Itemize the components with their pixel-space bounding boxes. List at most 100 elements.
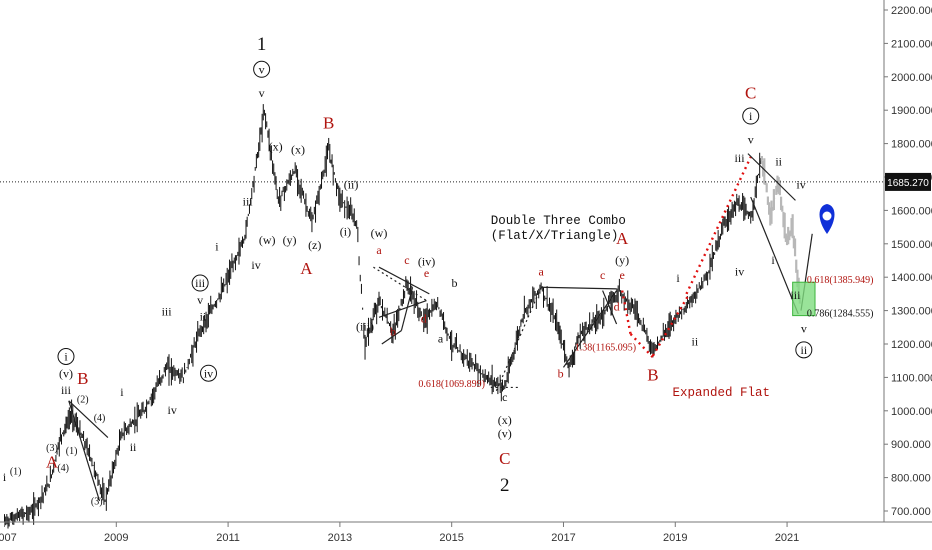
pattern-lines	[0, 153, 884, 502]
x-tick-label: 2017	[551, 532, 575, 544]
target-pin-icon	[819, 204, 835, 234]
wave-label: C	[499, 449, 510, 468]
y-tick-label: 2100.000	[891, 38, 932, 50]
wave-label: iv	[796, 178, 805, 192]
wave-label: v	[259, 62, 265, 76]
pattern-line	[602, 290, 618, 325]
wave-label: i	[120, 385, 124, 399]
pattern-line	[747, 153, 796, 201]
x-tick-label: 2009	[104, 532, 128, 544]
y-tick-label: 1400.000	[891, 272, 932, 284]
wave-label: (y)	[615, 253, 629, 267]
wave-label: (z)	[308, 238, 321, 252]
chart-annotation: Expanded Flat	[672, 386, 770, 400]
wave-label: B	[647, 366, 658, 385]
wave-label: iv	[204, 366, 213, 380]
x-tick-label: 2015	[439, 532, 463, 544]
wave-label: ii	[200, 310, 207, 324]
pattern-line	[750, 196, 799, 315]
y-tick-label: 700.000	[891, 506, 931, 518]
pattern-line	[495, 286, 542, 391]
y-tick-label: 1100.000	[891, 372, 932, 384]
pattern-line	[381, 330, 402, 345]
y-tick-label: 1000.000	[891, 406, 932, 418]
wave-label: ii	[800, 343, 807, 357]
wave-label: (w)	[371, 226, 388, 240]
wave-label: v	[801, 321, 807, 335]
wave-circle	[795, 341, 813, 359]
wave-label: 0.618(1385.949)	[807, 275, 874, 286]
wave-label: (v)	[498, 427, 512, 441]
wave-label: d	[421, 311, 427, 325]
wave-label: v	[748, 133, 754, 147]
x-tick-label: 2007	[0, 532, 17, 544]
red-dotted-path	[685, 156, 752, 295]
y-tick-label: 1600.000	[891, 205, 932, 217]
wave-label: 1.38(1165.095)	[575, 343, 636, 354]
red-dotted-path	[620, 290, 632, 335]
wave-label: A	[46, 453, 59, 472]
current-price-tag	[885, 172, 931, 191]
y-tick-label: 1200.000	[891, 339, 932, 351]
wave-circle	[57, 348, 75, 365]
wave-label: (ii)	[344, 178, 359, 192]
wave-label: iv	[251, 258, 260, 272]
wave-label: 0.618(1069.899)	[418, 379, 485, 390]
wave-label: i	[64, 350, 68, 364]
wave-label: (2)	[77, 394, 89, 405]
wave-label: (1)	[66, 446, 78, 457]
wave-label: b	[451, 276, 457, 290]
pattern-line	[541, 286, 617, 290]
y-tick-label: 900.000	[891, 439, 931, 451]
wave-label: c	[404, 253, 409, 267]
y-tick-label: 1800.000	[891, 139, 932, 151]
wave-label: a	[438, 331, 444, 345]
wave-label: ii	[130, 440, 137, 454]
wave-label: i	[676, 271, 680, 285]
wave-label: iii	[790, 288, 801, 302]
wave-label: (x)	[269, 139, 283, 153]
pattern-line	[400, 287, 414, 331]
y-tick-label: 1500.000	[891, 239, 932, 251]
wave-label: (3)	[46, 443, 58, 454]
wave-label: e	[424, 266, 429, 280]
current-price-label: 1685.270	[887, 178, 929, 189]
wave-label: e	[620, 268, 625, 282]
wave-label: (y)	[283, 233, 297, 247]
wave-label: 0.786(1284.555)	[807, 309, 874, 320]
y-axis: 2200.000 2100.000 2000.000 1900.000 1800.000…	[884, 5, 932, 518]
wave-label: v	[197, 293, 203, 307]
wave-circle	[253, 60, 271, 78]
wave-label: b	[390, 325, 396, 339]
wave-label: C	[745, 84, 756, 103]
y-tick-label: 1300.000	[891, 306, 932, 318]
wave-label: i	[771, 253, 775, 267]
wave-label: (4)	[57, 463, 69, 474]
wave-label: iii	[243, 194, 254, 208]
y-tick-label: 800.000	[891, 473, 931, 485]
current-price-marker: 1685.270	[885, 172, 931, 191]
wave-label: c	[502, 390, 507, 404]
wave-label: iii	[195, 276, 206, 290]
wave-label: d	[614, 300, 620, 314]
wave-label: (4)	[94, 413, 106, 424]
wave-label: ii	[691, 335, 698, 349]
wave-label: (i)	[340, 224, 351, 238]
wave-label: ii	[775, 154, 782, 168]
wave-label: c	[600, 268, 605, 282]
wave-label: b	[558, 366, 564, 380]
x-axis: 2007 2009 2011 2013 2015 2017 2019 2021	[0, 522, 799, 544]
wave-circle	[200, 364, 218, 382]
pattern-line	[68, 400, 101, 502]
wave-label: B	[77, 369, 88, 388]
wave-label: (1)	[10, 466, 22, 477]
wave-label: (iii)	[356, 320, 374, 334]
pattern-line	[373, 266, 427, 302]
chart-annotation: (Flat/X/Triangle)	[491, 229, 619, 243]
wave-label: (w)	[259, 233, 276, 247]
y-tick-label: 1900.000	[891, 105, 932, 117]
wave-label: iii	[61, 383, 72, 397]
wave-label: 2	[500, 475, 510, 496]
